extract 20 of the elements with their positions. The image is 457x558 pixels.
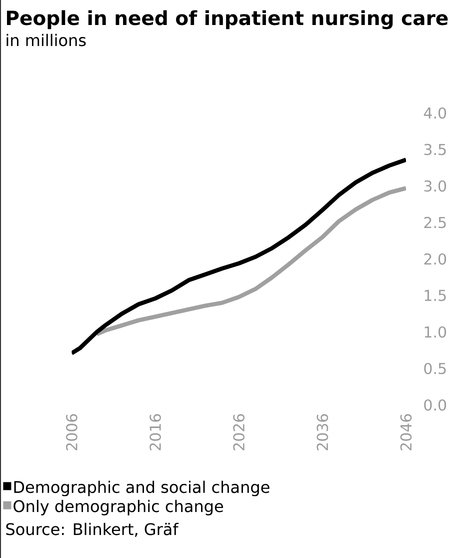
y-tick-label: 2.0 bbox=[424, 253, 446, 265]
x-tick-label: 2046 bbox=[400, 414, 412, 450]
chart-title: People in need of inpatient nursing care bbox=[6, 10, 448, 30]
y-tick-label: 0.0 bbox=[424, 399, 446, 411]
x-tick-label: 2036 bbox=[316, 414, 328, 450]
source-note: Source: Blinkert, Gräf bbox=[6, 522, 179, 537]
legend-label: Only demographic change bbox=[14, 500, 224, 516]
y-tick-label: 4.0 bbox=[424, 107, 446, 119]
line-series bbox=[72, 158, 406, 356]
y-tick-label: 1.5 bbox=[424, 290, 446, 302]
y-tick-label: 2.5 bbox=[424, 216, 446, 228]
y-tick-label: 3.0 bbox=[424, 180, 446, 192]
y-tick-label: 1.0 bbox=[424, 326, 446, 338]
x-tick-label: 2026 bbox=[233, 414, 245, 450]
y-tick-label: 3.5 bbox=[424, 144, 446, 156]
x-tick-label: 2006 bbox=[66, 414, 78, 450]
chart-subtitle: in millions bbox=[6, 34, 86, 46]
y-tick-label: 0.5 bbox=[424, 362, 446, 374]
x-tick-label: 2016 bbox=[150, 414, 161, 450]
legend-label: Demographic and social change bbox=[14, 480, 270, 496]
